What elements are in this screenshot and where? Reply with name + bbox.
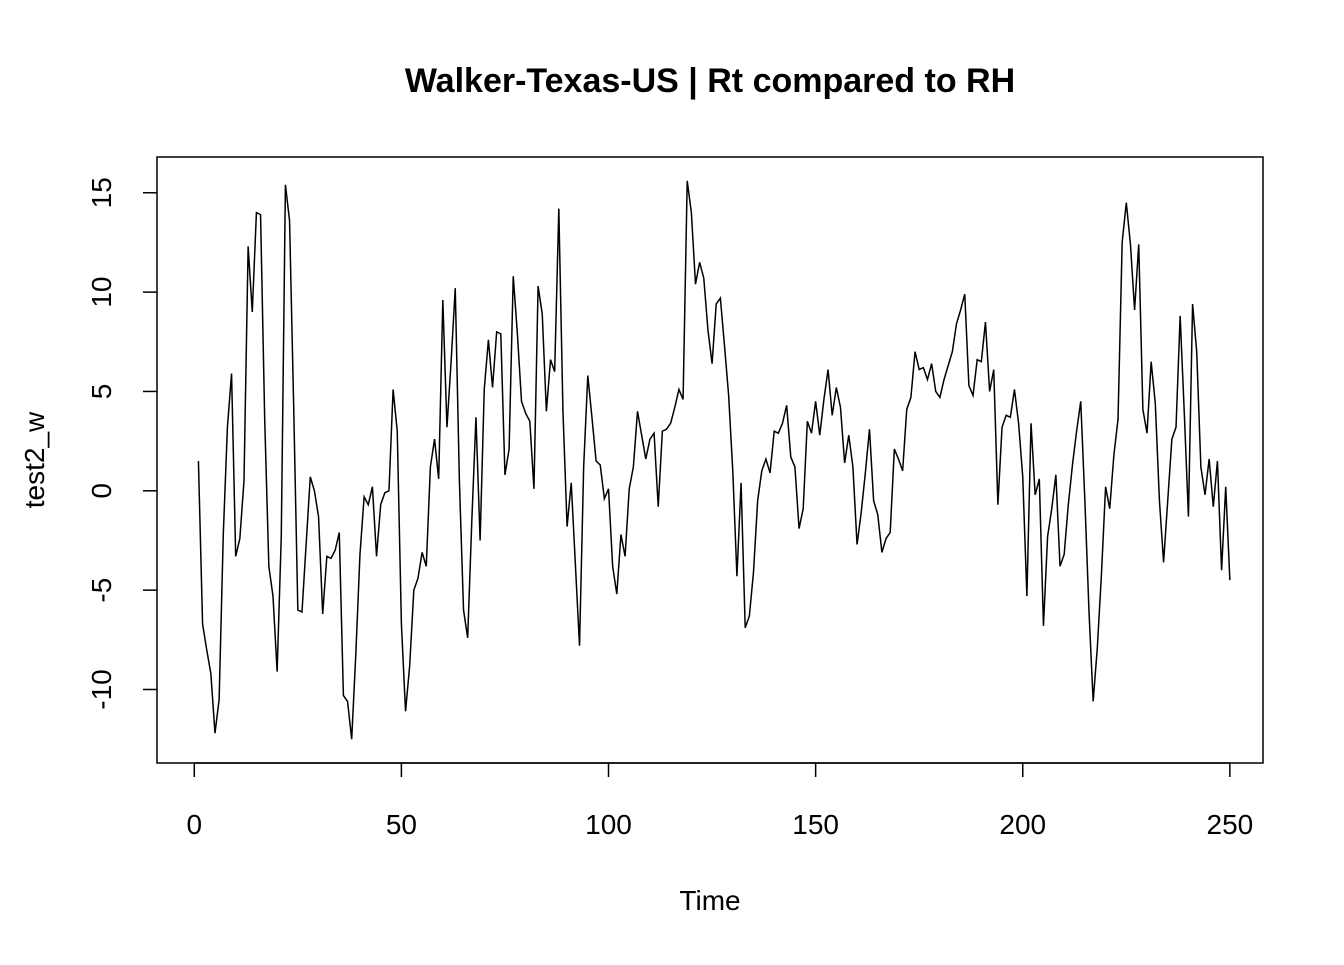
y-tick-label: 10 [86, 277, 117, 308]
x-tick-label: 0 [186, 809, 202, 840]
x-tick-label: 100 [585, 809, 632, 840]
series-line-0 [197, 180, 1231, 740]
x-tick-label: 250 [1207, 809, 1254, 840]
chart-title: Walker-Texas-US | Rt compared to RH [405, 62, 1015, 100]
series-layer [197, 180, 1231, 740]
y-tick-label: 0 [86, 483, 117, 499]
x-tick-label: 150 [792, 809, 839, 840]
x-axis: 0 50 100 150 200 250 [186, 762, 1254, 840]
y-axis: -10 -5 0 5 10 15 [86, 177, 157, 710]
x-tick-label: 50 [386, 809, 417, 840]
y-tick-label: 15 [86, 177, 117, 208]
plot-frame [156, 156, 1264, 764]
x-tick-label: 200 [999, 809, 1046, 840]
y-tick-label: 5 [86, 384, 117, 400]
y-tick-label: -10 [86, 669, 117, 709]
x-axis-label: Time [679, 885, 740, 916]
y-tick-label: -5 [86, 578, 117, 603]
y-axis-label: test2_w [19, 411, 50, 508]
